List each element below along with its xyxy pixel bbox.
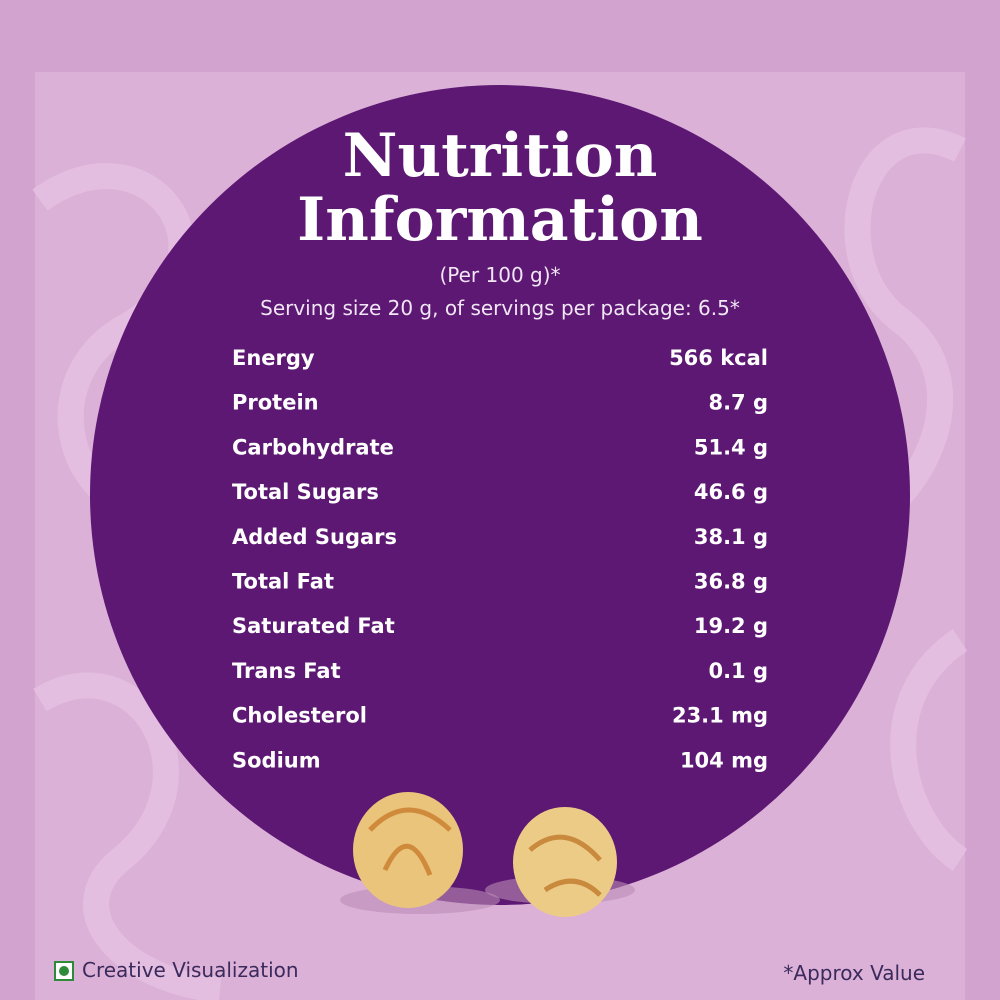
nutrient-value: 19.2 g [694,614,768,638]
nutrient-label: Trans Fat [232,659,341,683]
circle-panel [90,85,910,905]
title-line: Nutrition [343,121,658,191]
subtitle: (Per 100 g)* [439,263,560,287]
footer-right: *Approx Value [783,961,925,985]
nutrient-value: 104 mg [680,748,768,772]
title-line: Information [297,185,703,255]
nutrient-label: Energy [232,346,315,370]
nutrient-value: 46.6 g [694,480,768,504]
veg-icon-dot [59,966,69,976]
serving-info: Serving size 20 g, of servings per packa… [260,296,740,320]
nutrient-label: Carbohydrate [232,435,394,459]
footer-left: Creative Visualization [82,958,299,982]
nutrient-label: Cholesterol [232,704,367,728]
nutrient-value: 51.4 g [694,435,768,459]
nutrient-value: 566 kcal [669,346,768,370]
nutrient-label: Saturated Fat [232,614,395,638]
nutrient-label: Total Fat [232,570,334,594]
nutrient-value: 38.1 g [694,525,768,549]
nutrient-value: 23.1 mg [672,704,768,728]
nutrient-label: Total Sugars [232,480,379,504]
nutrient-label: Protein [232,391,319,415]
nut-illustration [340,792,635,917]
nutrient-label: Added Sugars [232,525,397,549]
nutrient-label: Sodium [232,748,321,772]
nutrient-value: 36.8 g [694,570,768,594]
nutrient-value: 8.7 g [708,391,768,415]
nutrition-table: Energy 566 kcal Protein 8.7 g Carbohydrate 51… [232,346,768,772]
nutrient-value: 0.1 g [708,659,768,683]
